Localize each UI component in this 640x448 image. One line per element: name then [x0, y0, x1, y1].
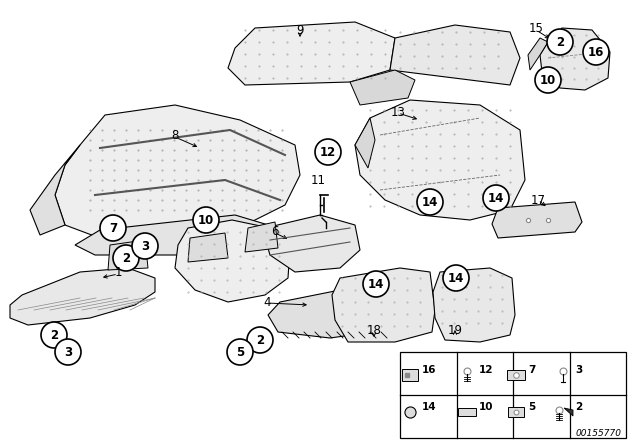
Circle shape	[113, 245, 139, 271]
Text: 7: 7	[528, 365, 536, 375]
Text: 5: 5	[528, 402, 535, 412]
Text: 9: 9	[296, 23, 304, 36]
Text: 14: 14	[368, 277, 384, 290]
Text: 19: 19	[447, 323, 463, 336]
Text: 4: 4	[263, 296, 271, 309]
Polygon shape	[350, 70, 415, 105]
Circle shape	[100, 215, 126, 241]
Polygon shape	[265, 215, 360, 272]
Text: 10: 10	[198, 214, 214, 227]
Polygon shape	[528, 38, 548, 70]
Text: 13: 13	[390, 105, 405, 119]
Circle shape	[41, 322, 67, 348]
Polygon shape	[355, 100, 525, 220]
Circle shape	[583, 39, 609, 65]
Text: 14: 14	[488, 191, 504, 204]
Bar	[400, 352, 626, 438]
Text: 3: 3	[141, 240, 149, 253]
Text: 2: 2	[575, 402, 582, 412]
Text: 6: 6	[271, 224, 279, 237]
Text: 12: 12	[479, 365, 493, 375]
Text: 14: 14	[448, 271, 464, 284]
Polygon shape	[492, 202, 582, 238]
Circle shape	[547, 29, 573, 55]
Polygon shape	[10, 268, 155, 325]
Polygon shape	[540, 28, 610, 90]
Text: 10: 10	[540, 73, 556, 86]
Bar	[507, 370, 525, 380]
Text: 10: 10	[479, 402, 493, 412]
Circle shape	[132, 233, 158, 259]
Circle shape	[193, 207, 219, 233]
Circle shape	[227, 339, 253, 365]
Text: 3: 3	[575, 365, 582, 375]
Circle shape	[535, 67, 561, 93]
Polygon shape	[75, 215, 285, 255]
Text: 7: 7	[109, 221, 117, 234]
Text: 18: 18	[367, 323, 381, 336]
Text: 2: 2	[256, 333, 264, 346]
Circle shape	[443, 265, 469, 291]
Polygon shape	[332, 268, 435, 342]
Polygon shape	[390, 25, 520, 85]
Polygon shape	[55, 105, 300, 240]
Polygon shape	[108, 240, 148, 270]
Text: 2: 2	[50, 328, 58, 341]
Circle shape	[315, 139, 341, 165]
Circle shape	[483, 185, 509, 211]
Polygon shape	[188, 233, 228, 262]
Text: 2: 2	[556, 35, 564, 48]
Bar	[508, 407, 524, 417]
Polygon shape	[30, 145, 80, 235]
Polygon shape	[175, 220, 290, 302]
Text: 14: 14	[422, 195, 438, 208]
Circle shape	[55, 339, 81, 365]
Text: 14: 14	[422, 402, 436, 412]
Polygon shape	[564, 408, 573, 416]
Text: 12: 12	[320, 146, 336, 159]
Circle shape	[247, 327, 273, 353]
Text: 15: 15	[529, 22, 543, 34]
Polygon shape	[433, 268, 515, 342]
Polygon shape	[355, 118, 375, 168]
Text: 16: 16	[588, 46, 604, 59]
Text: 16: 16	[422, 365, 436, 375]
Text: 2: 2	[122, 251, 130, 264]
Text: 3: 3	[64, 345, 72, 358]
Text: 11: 11	[310, 173, 326, 186]
Bar	[402, 369, 418, 381]
Text: 5: 5	[236, 345, 244, 358]
Polygon shape	[245, 222, 278, 252]
Polygon shape	[228, 22, 395, 85]
Circle shape	[417, 189, 443, 215]
Polygon shape	[268, 290, 402, 338]
Bar	[458, 408, 476, 416]
Text: 00155770: 00155770	[576, 429, 622, 438]
Circle shape	[363, 271, 389, 297]
Text: 17: 17	[531, 194, 545, 207]
Text: 8: 8	[172, 129, 179, 142]
Text: 1: 1	[115, 266, 122, 279]
